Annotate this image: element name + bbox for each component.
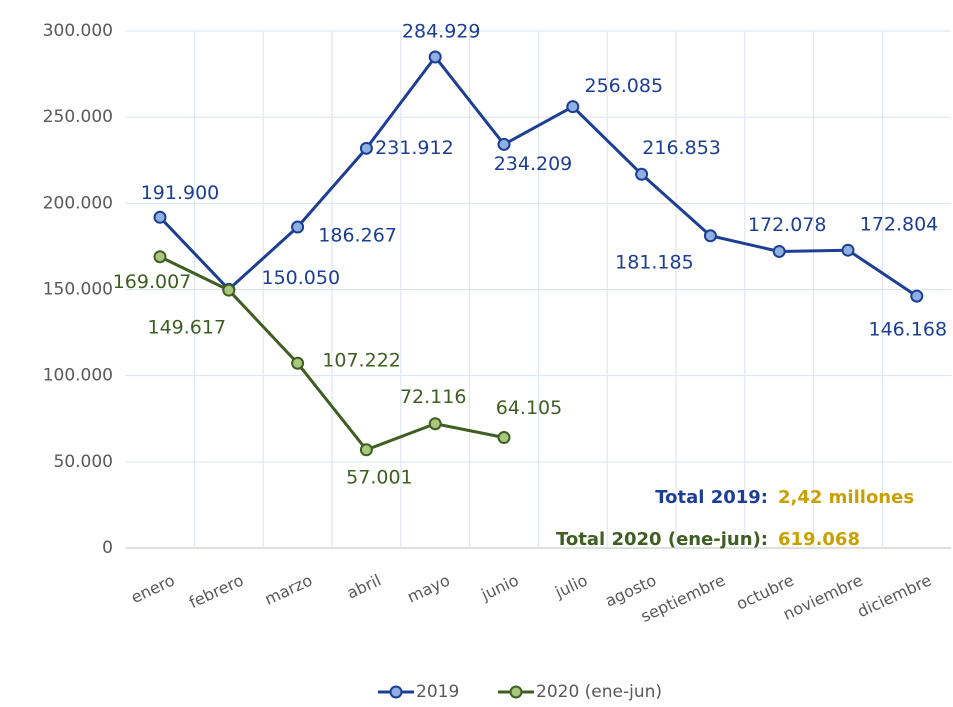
annotation-value: 619.068 [778, 529, 860, 550]
annotation-label: Total 2019: [655, 487, 768, 508]
y-tick-label: 200.000 [43, 193, 113, 213]
data-label: 234.209 [494, 153, 573, 175]
y-tick-label: 100.000 [43, 366, 113, 386]
marker [910, 289, 924, 303]
data-label: 216.853 [642, 137, 721, 159]
legend-label: 2020 (ene-jun) [536, 682, 662, 702]
marker [497, 137, 511, 151]
marker [428, 417, 442, 431]
y-tick-label: 250.000 [43, 107, 113, 127]
data-label: 256.085 [585, 75, 664, 97]
y-tick-label: 150.000 [43, 280, 113, 300]
marker [153, 210, 167, 224]
x-tick-label: abril [344, 570, 384, 602]
data-label: 107.222 [322, 350, 401, 372]
data-label: 231.912 [375, 137, 454, 159]
data-label: 172.078 [748, 214, 827, 236]
data-label: 191.900 [141, 182, 220, 204]
data-label: 181.185 [615, 251, 694, 273]
legend-label: 2019 [416, 682, 459, 702]
y-tick-label: 50.000 [54, 452, 113, 472]
marker [635, 167, 649, 181]
x-tick-label: junio [477, 570, 521, 604]
x-tick-label: febrero [186, 570, 246, 612]
data-label: 169.007 [113, 271, 192, 293]
legend-marker [389, 685, 403, 699]
marker [772, 244, 786, 258]
data-label: 64.105 [496, 397, 562, 419]
x-tick-label: marzo [262, 570, 315, 608]
marker [703, 229, 717, 243]
marker [497, 431, 511, 445]
x-tick-label: mayo [404, 570, 453, 606]
marker [566, 100, 580, 114]
marker [428, 50, 442, 64]
y-tick-label: 300.000 [43, 21, 113, 41]
data-label: 72.116 [400, 386, 466, 408]
annotation-label: Total 2020 (ene-jun): [556, 529, 768, 550]
marker [359, 443, 373, 457]
data-label: 146.168 [869, 319, 948, 341]
marker [222, 283, 236, 297]
y-tick-label: 0 [102, 538, 113, 558]
marker [841, 243, 855, 257]
data-label: 284.929 [402, 20, 481, 42]
data-label: 150.050 [262, 267, 341, 289]
marker [291, 356, 305, 370]
series-line [158, 55, 918, 298]
x-tick-label: diciembre [854, 570, 934, 621]
marker [291, 220, 305, 234]
series-line [159, 255, 505, 452]
marker [359, 141, 373, 155]
data-label: 57.001 [346, 466, 412, 488]
x-tick-label: julio [551, 570, 590, 602]
data-label: 149.617 [148, 317, 227, 339]
annotation-value: 2,42 millones [778, 487, 914, 508]
legend-marker [509, 685, 523, 699]
data-label: 186.267 [318, 224, 397, 246]
x-tick-label: enero [128, 570, 178, 607]
x-tick-label: noviembre [780, 570, 866, 623]
data-label: 172.804 [860, 214, 939, 236]
marker [153, 250, 167, 264]
